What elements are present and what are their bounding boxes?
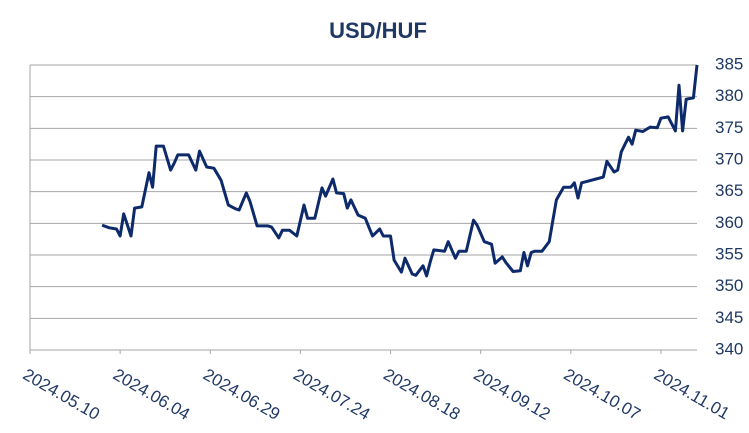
line-series [101,64,699,278]
y-tick-label: 385 [715,54,743,73]
x-tick-label: 2024.08.18 [380,365,463,424]
x-tick-label: 2024.07.24 [290,365,373,424]
x-tick-label: 2024.05.10 [20,365,103,424]
x-tick-label: 2024.06.29 [200,365,283,424]
y-tick-label: 340 [715,339,743,358]
y-tick-label: 355 [715,244,743,263]
x-tick-label: 2024.10.07 [561,365,644,424]
x-tick-label: 2024.11.01 [651,365,733,423]
y-tick-label: 375 [715,118,743,137]
y-tick-label: 345 [715,308,743,327]
x-tick-label: 2024.09.12 [470,365,553,424]
x-tick-label: 2024.06.04 [110,365,193,424]
y-tick-label: 365 [715,181,743,200]
y-tick-label: 370 [715,149,743,168]
chart-title: USD/HUF [329,18,427,43]
y-tick-label: 360 [715,213,743,232]
y-tick-label: 380 [715,86,743,105]
y-tick-label: 350 [715,276,743,295]
